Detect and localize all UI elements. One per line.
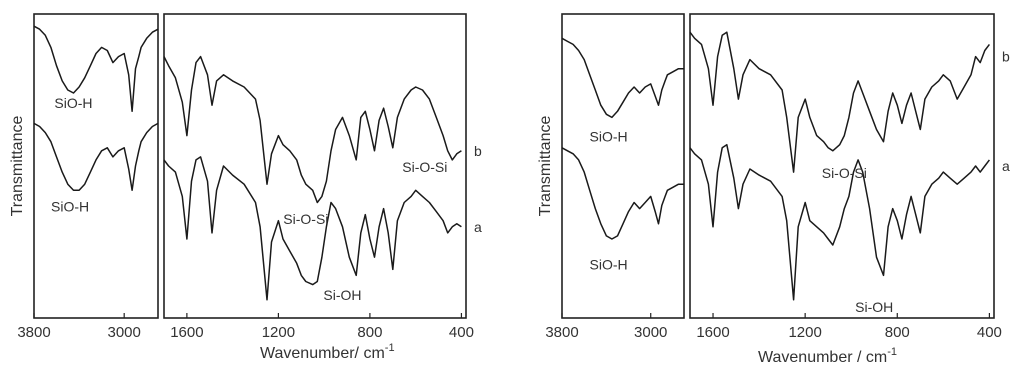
panel-frame	[163, 13, 467, 319]
x-tick-label: 1600	[170, 324, 203, 341]
panel-frame	[33, 13, 159, 319]
chart-2-panel-2: 1600 1200 800 400 Si-O-Si Si-OH b a	[689, 13, 1010, 341]
peak-annotation: Si-OH	[855, 299, 893, 315]
chart-1-panel-1: 3800 3000 SiO-H SiO-H	[17, 13, 159, 341]
x-tick-label: 800	[885, 324, 910, 341]
y-axis-label: Transmittance	[537, 116, 554, 217]
panel-frame	[689, 13, 995, 319]
series-label-b: b	[1002, 49, 1010, 65]
y-axis-label: Transmittance	[9, 116, 26, 217]
chart-2-panel-1: 3800 3000 SiO-H SiO-H	[545, 13, 685, 341]
series-label-a: a	[474, 219, 482, 235]
series-label-b: b	[474, 143, 482, 159]
peak-annotation: Si-O-Si	[822, 165, 867, 181]
series-line-a	[561, 147, 684, 240]
series-line-a	[163, 156, 462, 301]
x-tick-label: 3800	[17, 324, 50, 341]
x-tick-label: 3800	[545, 324, 578, 341]
series-line-b	[33, 25, 159, 113]
x-tick-label: 800	[357, 324, 382, 341]
x-tick-label: 400	[977, 324, 1002, 341]
peak-annotation: SiO-H	[54, 95, 92, 111]
x-tick-label: 1200	[262, 324, 295, 341]
peak-annotation: Si-OH	[323, 287, 361, 303]
x-axis-label: Wavenumber/ cm-1	[260, 342, 395, 362]
chart-1-panel-2: 1600 1200 800 400 Si-O-Si Si-O-Si Si-OH b a	[163, 13, 482, 341]
series-label-a: a	[1002, 158, 1010, 174]
x-tick-label: 400	[449, 324, 474, 341]
series-line-b	[163, 55, 462, 204]
peak-annotation: SiO-H	[590, 129, 628, 145]
x-tick-label: 1600	[696, 324, 729, 341]
ftir-chart-2: 3800 3000 SiO-H SiO-H 1600 1200 800 400 Si-O-Si S…	[537, 13, 1010, 366]
peak-annotation: SiO-H	[590, 256, 628, 272]
ftir-chart-1: 3800 3000 SiO-H SiO-H 1600 1200 800 400 Si-O-Si S…	[9, 13, 482, 362]
x-tick-label: 1200	[788, 324, 821, 341]
peak-annotation: SiO-H	[51, 199, 89, 215]
x-tick-label: 3000	[107, 324, 140, 341]
peak-annotation: Si-O-Si	[283, 211, 328, 227]
series-line-b	[689, 31, 990, 173]
panel-frame	[561, 13, 685, 319]
series-line-a	[33, 122, 159, 192]
series-line-a	[689, 143, 990, 301]
x-axis-label: Wavenumber / cm-1	[758, 346, 897, 366]
series-line-b	[561, 37, 684, 119]
peak-annotation: Si-O-Si	[402, 159, 447, 175]
x-tick-label: 3000	[634, 324, 667, 341]
